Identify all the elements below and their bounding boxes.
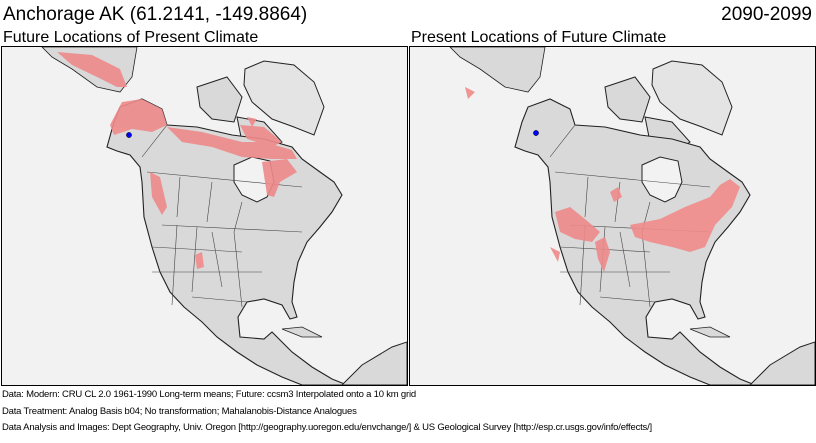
footer-data-source: Data: Modern: CRU CL 2.0 1961-1990 Long-… — [2, 389, 416, 400]
footer-data-analysis: Data Analysis and Images: Dept Geography… — [2, 422, 652, 433]
basemap — [449, 47, 815, 385]
left-map-panel — [1, 46, 408, 386]
location-title: Anchorage AK (61.2141, -149.8864) — [3, 4, 308, 25]
right-panel-title: Present Locations of Future Climate — [411, 29, 667, 46]
location-marker — [533, 130, 539, 136]
left-panel-title: Future Locations of Present Climate — [3, 29, 259, 46]
analog-regions — [57, 52, 297, 269]
basemap — [41, 47, 407, 385]
period-label: 2090-2099 — [721, 4, 812, 25]
footer-data-treatment: Data Treatment: Analog Basis b04; No tra… — [2, 406, 357, 417]
location-marker — [126, 132, 132, 138]
analog-regions — [465, 87, 740, 272]
right-map-panel — [409, 46, 816, 386]
